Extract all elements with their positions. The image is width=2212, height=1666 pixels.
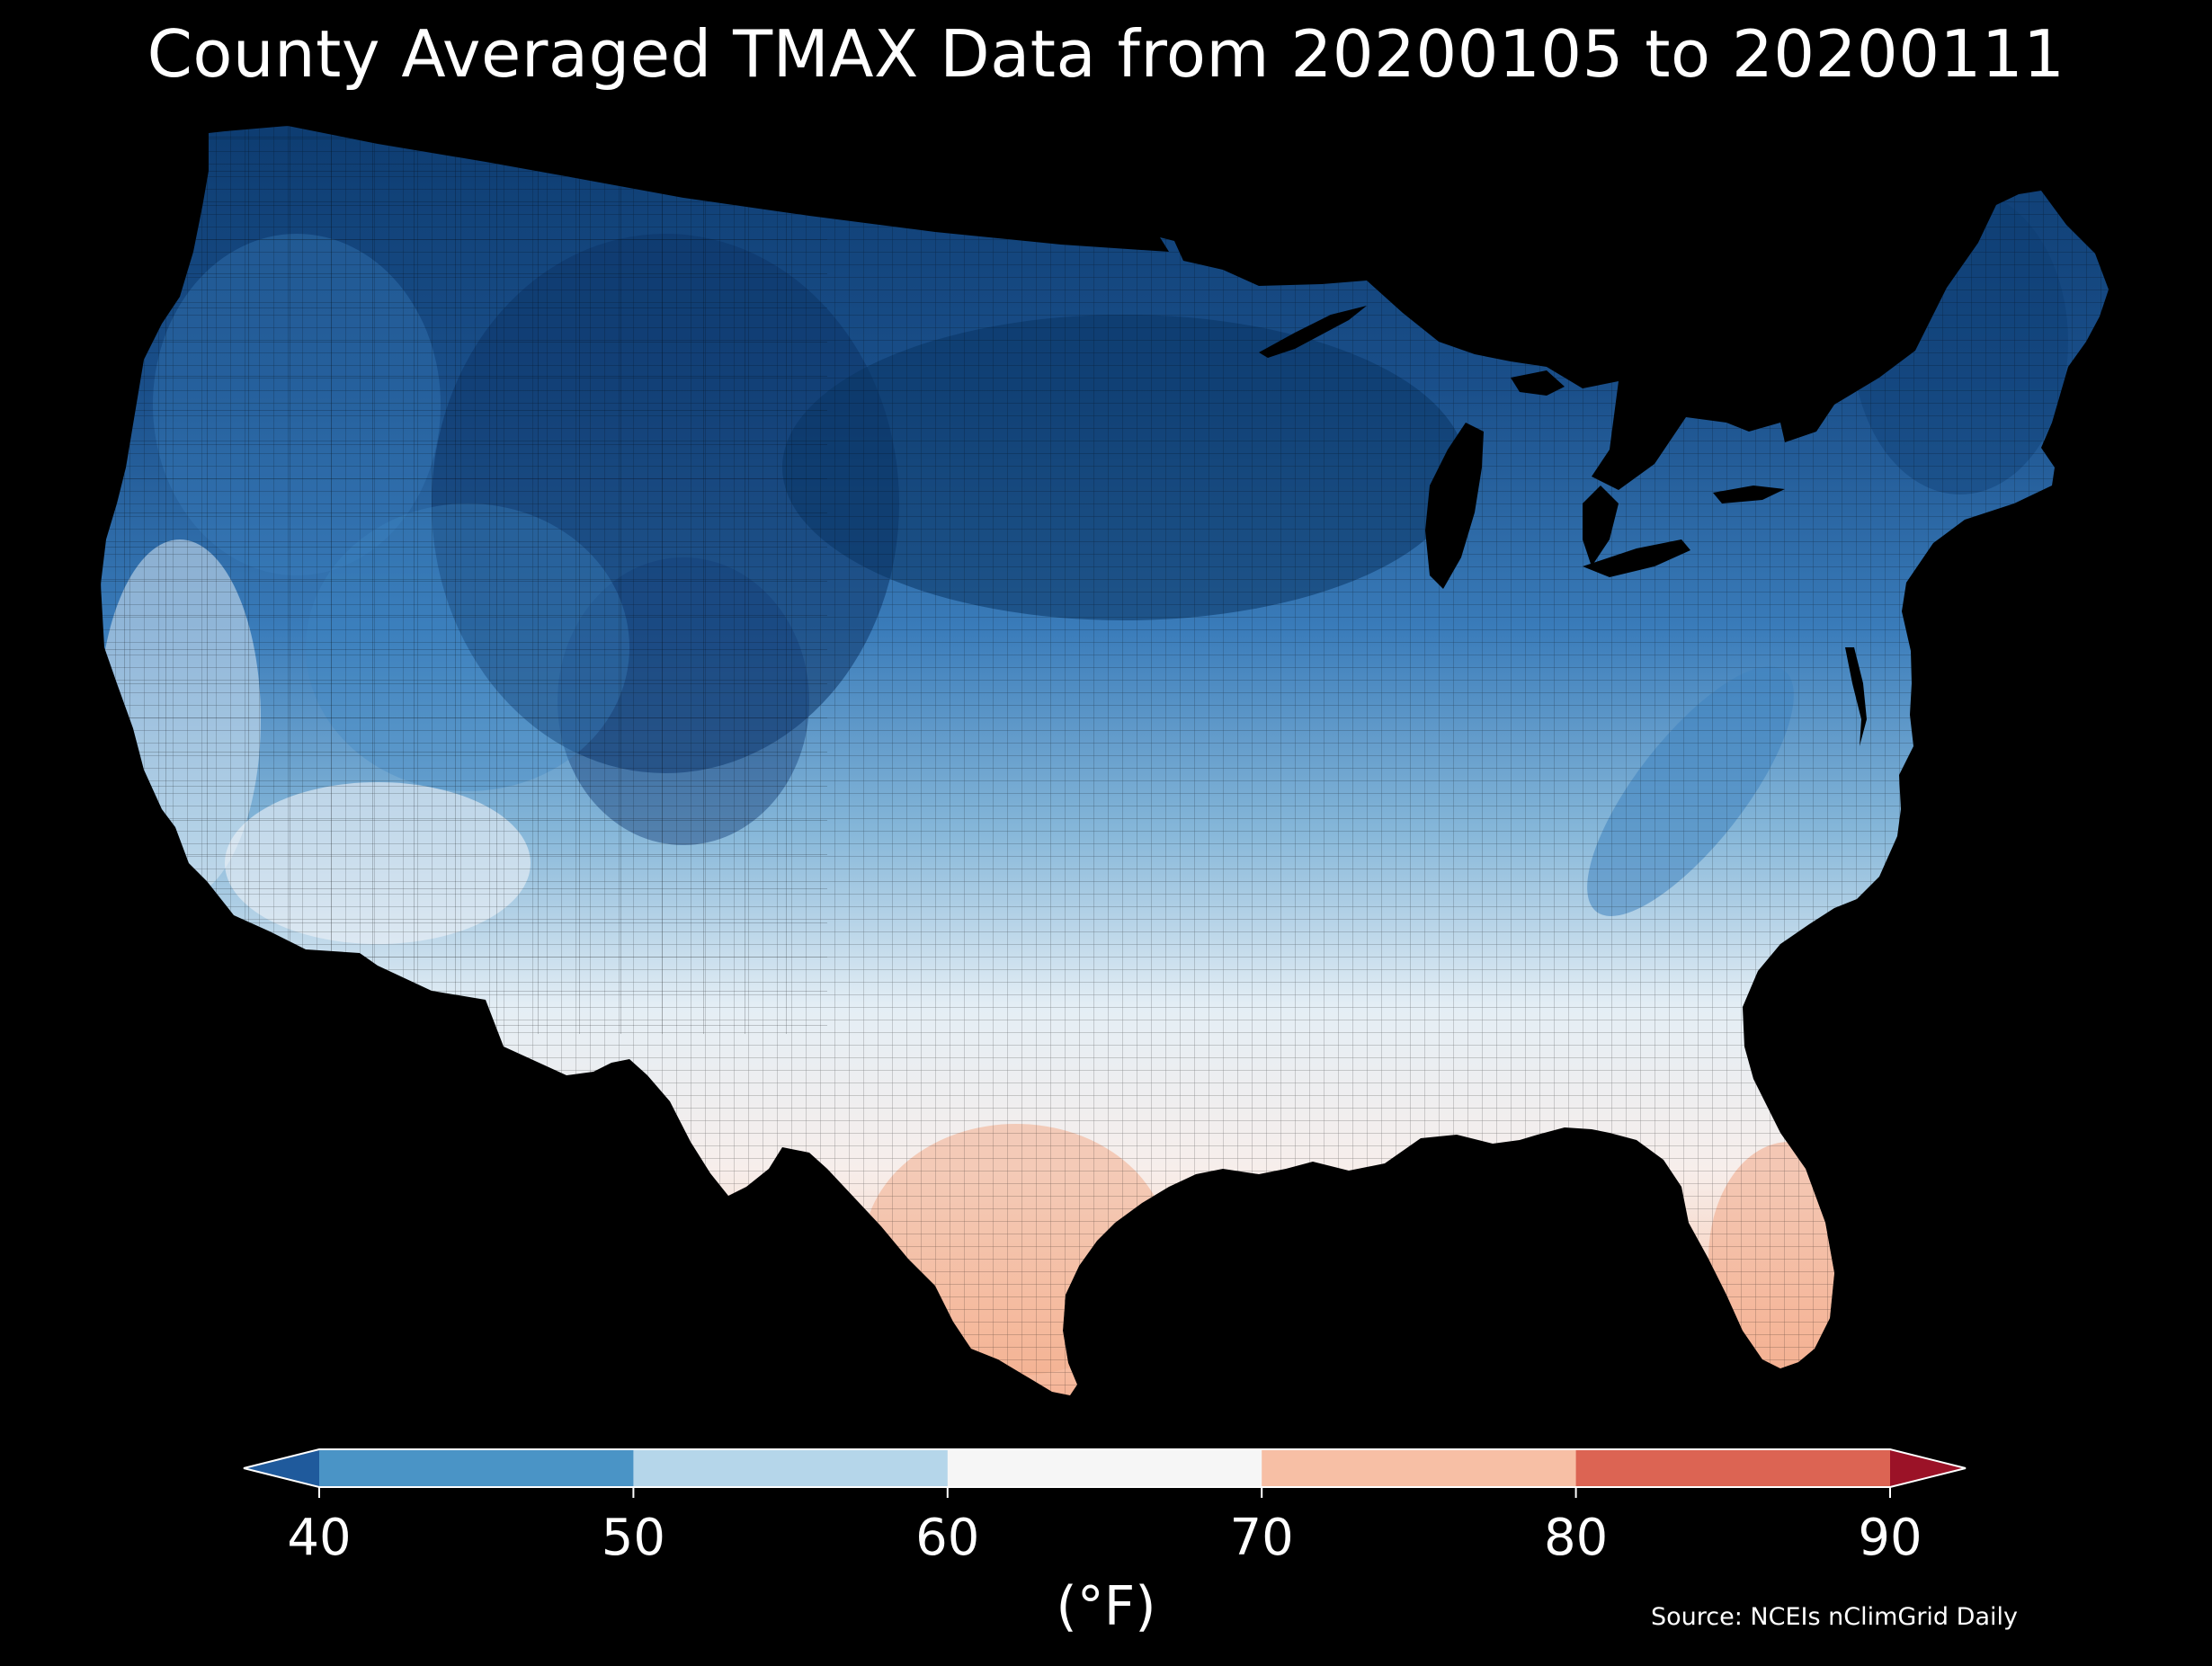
colorbar-bin	[947, 1449, 1262, 1487]
source-credit: Source: NCEIs nClimGrid Daily	[1651, 1603, 2018, 1631]
colorbar-tick-label: 50	[601, 1509, 666, 1567]
great-lakes	[1259, 306, 1785, 589]
map-title: County Averaged TMAX Data from 20200105 …	[147, 16, 2065, 92]
colorbar-bin	[633, 1449, 949, 1487]
colorbar-tick-label: 80	[1543, 1509, 1609, 1567]
colorbar-tick-label: 40	[287, 1509, 352, 1567]
colorbar	[243, 1448, 1967, 1498]
chesapeake-bay	[1845, 647, 1867, 746]
colorbar-bin	[1262, 1449, 1577, 1487]
colorbar-extend-high	[1890, 1449, 1966, 1487]
colorbar-bin	[1575, 1449, 1891, 1487]
colorbar-extend-low	[244, 1449, 319, 1487]
colorbar-tick-label: 60	[915, 1509, 980, 1567]
colorbar-tick-label: 90	[1858, 1509, 1922, 1567]
colorbar-tick-label: 70	[1229, 1509, 1294, 1567]
us-county-map	[101, 126, 2109, 1395]
colorbar-label: (°F)	[1056, 1575, 1156, 1638]
colorbar-bin	[319, 1449, 634, 1487]
